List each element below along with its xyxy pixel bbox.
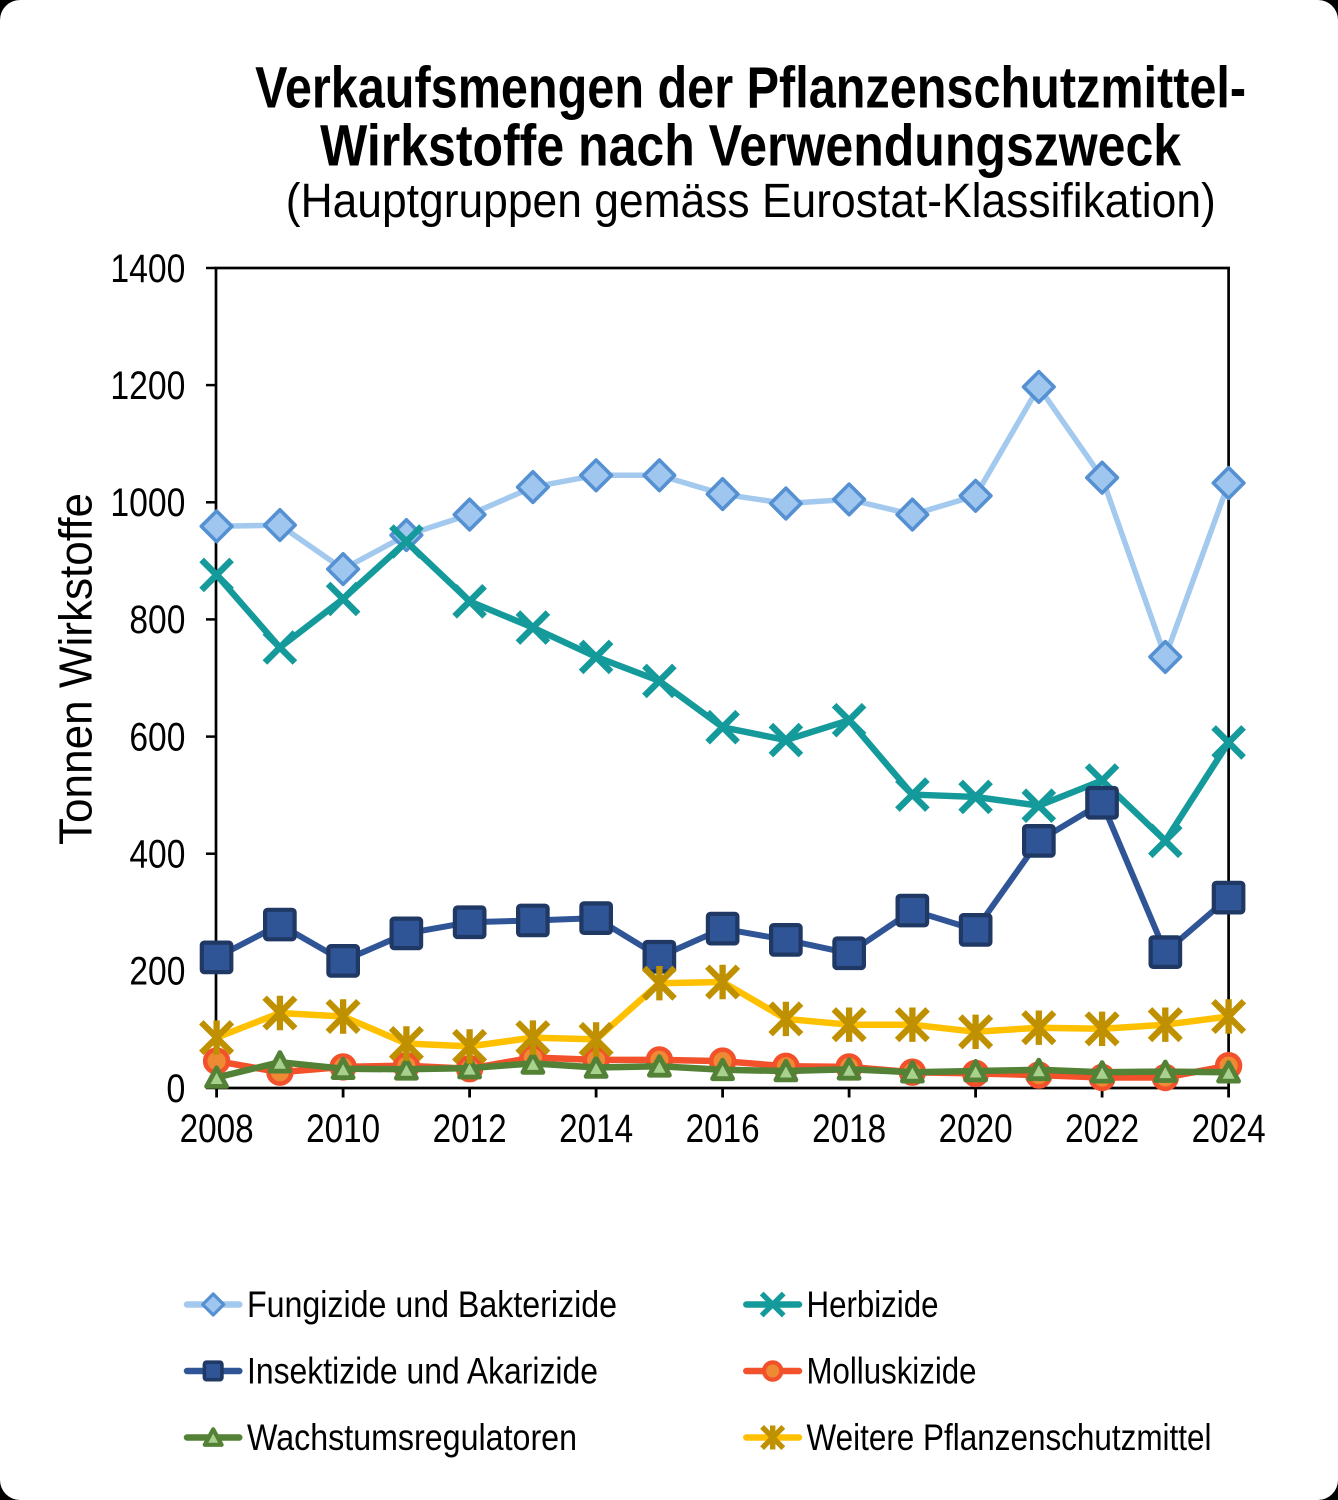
svg-text:Fungizide und Bakterizide: Fungizide und Bakterizide [247,1284,617,1325]
svg-text:1200: 1200 [110,364,185,408]
svg-text:2014: 2014 [559,1107,633,1151]
svg-text:Insektizide und Akarizide: Insektizide und Akarizide [247,1351,598,1392]
svg-text:Herbizide: Herbizide [807,1284,939,1325]
svg-text:0: 0 [166,1067,185,1111]
svg-text:800: 800 [129,598,185,642]
svg-text:1000: 1000 [110,481,185,525]
svg-text:2020: 2020 [939,1107,1013,1151]
svg-text:200: 200 [129,950,185,994]
svg-text:Tonnen Wirkstoffe: Tonnen Wirkstoffe [50,493,102,845]
svg-text:1400: 1400 [110,247,185,291]
svg-text:2010: 2010 [306,1107,380,1151]
svg-text:Verkaufsmengen der Pflanzensch: Verkaufsmengen der Pflanzenschutzmittel- [255,55,1246,120]
svg-text:400: 400 [129,833,185,877]
svg-text:2016: 2016 [686,1107,760,1151]
svg-text:2024: 2024 [1192,1107,1266,1151]
svg-text:2022: 2022 [1065,1107,1139,1151]
svg-text:2018: 2018 [812,1107,886,1151]
svg-text:Wirkstoffe nach Verwendungszwe: Wirkstoffe nach Verwendungszweck [320,114,1182,179]
svg-text:Weitere Pflanzenschutzmittel: Weitere Pflanzenschutzmittel [807,1417,1212,1458]
svg-text:Molluskizide: Molluskizide [807,1351,977,1392]
svg-text:Wachstumsregulatoren: Wachstumsregulatoren [247,1417,577,1458]
svg-text:600: 600 [129,715,185,759]
svg-text:(Hauptgruppen gemäss Eurostat-: (Hauptgruppen gemäss Eurostat-Klassifika… [286,175,1216,228]
svg-text:2012: 2012 [433,1107,507,1151]
svg-text:2008: 2008 [180,1107,254,1151]
